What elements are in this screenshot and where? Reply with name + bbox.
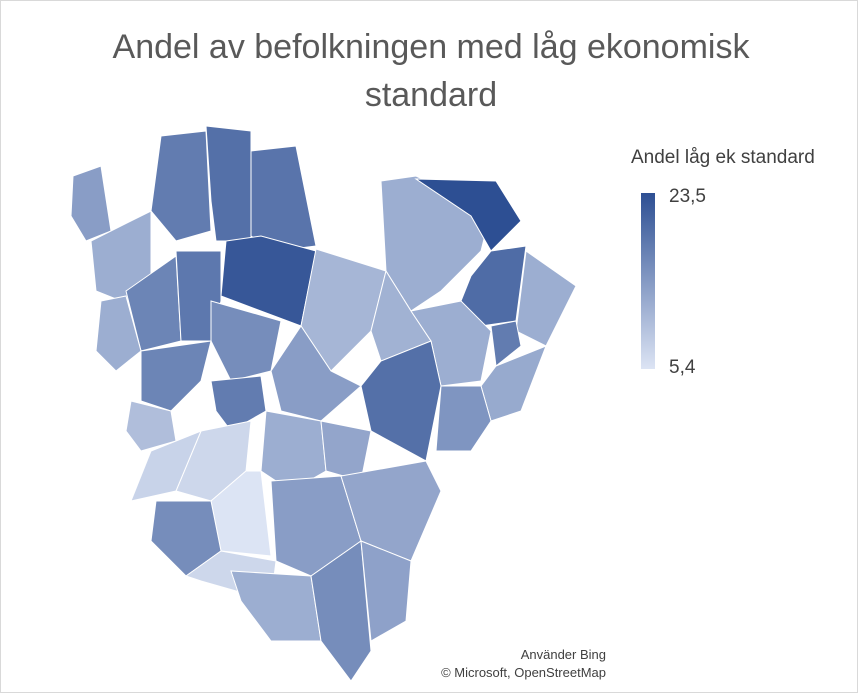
chart-title: Andel av befolkningen med låg ekonomisk …	[112, 28, 750, 114]
region	[125, 400, 177, 452]
attribution: Använder Bing	[521, 647, 606, 662]
region	[414, 178, 522, 252]
region	[360, 540, 412, 642]
region	[205, 125, 252, 242]
region	[490, 320, 522, 367]
region	[340, 460, 442, 562]
region	[310, 540, 372, 682]
attribution: © Microsoft, OpenStreetMap	[441, 665, 606, 680]
region	[210, 300, 282, 382]
region	[230, 570, 322, 642]
region	[130, 430, 202, 502]
region	[210, 375, 267, 432]
region	[360, 340, 442, 462]
legend-min: 5,4	[669, 357, 696, 378]
legend-title: Andel låg ek standard	[631, 147, 815, 168]
region	[140, 340, 212, 412]
region	[250, 145, 317, 252]
region	[95, 295, 142, 372]
region	[150, 130, 212, 242]
region	[70, 165, 112, 242]
region	[515, 250, 577, 347]
region	[435, 385, 492, 452]
legend-gradient	[641, 193, 655, 369]
legend-max: 23,5	[669, 186, 706, 207]
region	[480, 345, 547, 422]
